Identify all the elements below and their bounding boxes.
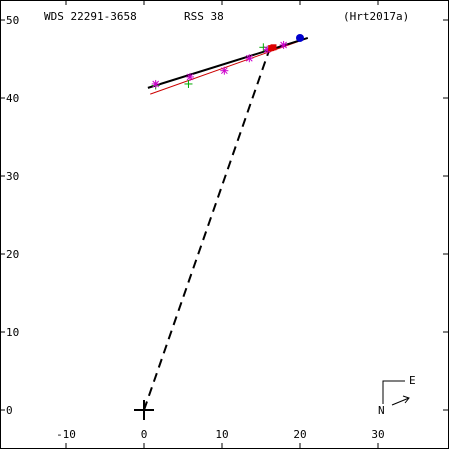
motion-arrow-icon (391, 395, 410, 406)
projection-dashed-line (143, 50, 270, 411)
header-citation: (Hrt2017a) (343, 10, 409, 23)
observation-point-star (220, 66, 229, 75)
observation-point-star (245, 54, 254, 63)
header-designation: WDS 22291-3658 (44, 10, 137, 23)
observation-point-square (270, 44, 277, 51)
axis-tick-labels: -10 0 10 20 30 0 10 20 30 40 50 (6, 14, 385, 441)
compass-north-label: N (378, 404, 385, 417)
y-tick-label: 20 (6, 248, 19, 261)
orbit-lines (143, 36, 309, 411)
alt-fit-line (150, 39, 305, 95)
observation-point-circle (296, 33, 304, 42)
x-tick-label: 10 (215, 428, 228, 441)
y-tick-label: 50 (6, 14, 19, 27)
y-tick-label: 30 (6, 170, 19, 183)
x-tick-label: -10 (56, 428, 76, 441)
compass-east-bracket (382, 380, 405, 404)
y-tick-label: 0 (6, 404, 13, 417)
observation-point-star (186, 72, 195, 81)
y-tick-label: 40 (6, 92, 19, 105)
x-tick-label: 20 (293, 428, 306, 441)
compass: E N (378, 374, 416, 417)
compass-east-label: E (409, 374, 416, 387)
header-reference-count: RSS 38 (184, 10, 224, 23)
observation-point-star (151, 79, 160, 88)
observation-point-plus (184, 79, 193, 88)
x-tick-label: 0 (141, 428, 148, 441)
y-tick-label: 10 (6, 326, 19, 339)
orbit-fit-line (147, 36, 309, 89)
x-tick-label: 30 (371, 428, 384, 441)
primary-star (134, 400, 154, 420)
observation-markers (151, 33, 304, 90)
observation-point-star (279, 40, 288, 49)
